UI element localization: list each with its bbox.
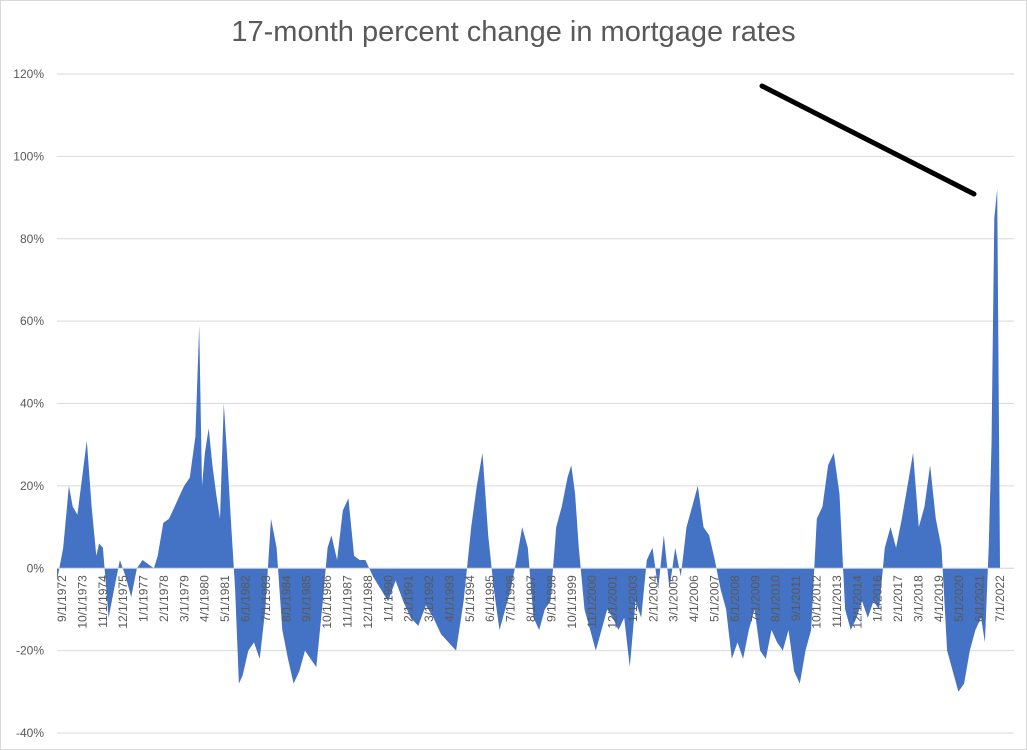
y-tick-label: 100%	[13, 149, 44, 163]
x-axis-tick-labels: 9/1/1972 10/1/1973 11/1/1974 12/1/1975 1/1/1…	[55, 575, 1007, 629]
x-tick-label: 9/1/1998	[544, 575, 558, 622]
y-tick-label: 60%	[20, 314, 44, 328]
x-tick-label: 12/1/2014	[850, 575, 864, 629]
chart-title: 17-month percent change in mortgage rate…	[231, 16, 796, 48]
x-tick-label: 2/1/2004	[646, 575, 660, 622]
x-tick-label: 11/1/2013	[830, 575, 844, 628]
x-tick-label: 4/1/2019	[932, 575, 946, 622]
x-tick-label: 12/1/1988	[361, 575, 375, 629]
x-tick-label: 11/1/2000	[585, 575, 599, 628]
x-tick-label: 12/1/1975	[116, 575, 130, 629]
x-tick-label: 5/1/2020	[952, 575, 966, 622]
x-tick-label: 4/1/1993	[442, 575, 456, 622]
x-tick-label: 11/1/1974	[96, 575, 110, 628]
x-tick-label: 3/1/1992	[422, 575, 436, 622]
x-tick-label: 8/1/1997	[524, 575, 538, 622]
x-tick-label: 6/1/2008	[728, 575, 742, 622]
x-tick-label: 2/1/2017	[891, 575, 905, 622]
x-tick-label: 3/1/2018	[911, 575, 925, 622]
x-tick-label: 10/1/1999	[565, 575, 579, 629]
x-tick-label: 7/1/1983	[259, 575, 273, 622]
x-tick-label: 8/1/2010	[769, 575, 783, 622]
x-tick-label: 1/1/1977	[137, 575, 151, 622]
x-tick-label: 9/1/1985	[300, 575, 314, 622]
x-tick-label: 9/1/1972	[55, 575, 69, 622]
x-tick-label: 4/1/1980	[198, 575, 212, 622]
x-tick-label: 6/1/1995	[483, 575, 497, 622]
x-tick-label: 7/1/2022	[993, 575, 1007, 622]
y-tick-label: 120%	[13, 67, 44, 81]
y-tick-label: -20%	[16, 644, 44, 658]
annotation-arrow-line	[759, 83, 977, 197]
x-tick-label: 10/1/1973	[75, 575, 89, 629]
x-tick-label: 1/1/2016	[871, 575, 885, 622]
x-tick-label: 8/1/1984	[279, 575, 293, 622]
x-tick-label: 2/1/1991	[402, 575, 416, 622]
gridlines	[57, 73, 1014, 734]
y-axis-tick-labels: -40% -20% 0% 20% 40% 60% 80% 100% 120%	[13, 67, 44, 740]
y-tick-label: -40%	[16, 726, 44, 740]
x-tick-label: 5/1/1994	[463, 575, 477, 622]
x-tick-label: 7/1/2009	[748, 575, 762, 622]
x-tick-label: 10/1/1986	[320, 575, 334, 629]
x-tick-label: 5/1/1981	[218, 575, 232, 622]
y-tick-label: 80%	[20, 232, 44, 246]
y-tick-label: 0%	[27, 561, 45, 575]
y-tick-label: 40%	[20, 397, 44, 411]
x-tick-label: 10/1/2012	[810, 575, 824, 629]
x-tick-label: 7/1/1996	[504, 575, 518, 622]
x-tick-label: 3/1/1979	[177, 575, 191, 622]
x-tick-label: 12/1/2001	[606, 575, 620, 629]
x-tick-label: 2/1/1978	[157, 575, 171, 622]
x-tick-label: 1/1/1990	[381, 575, 395, 622]
x-tick-label: 9/1/2011	[789, 575, 803, 621]
x-tick-label: 6/1/1982	[239, 575, 253, 622]
x-tick-label: 5/1/2007	[708, 575, 722, 622]
x-tick-label: 11/1/1987	[341, 575, 355, 628]
x-tick-label: 1/1/2003	[626, 575, 640, 622]
y-tick-label: 20%	[20, 479, 44, 493]
x-tick-label: 4/1/2006	[687, 575, 701, 622]
x-tick-label: 6/1/2021	[973, 575, 987, 622]
x-tick-label: 3/1/2005	[667, 575, 681, 622]
